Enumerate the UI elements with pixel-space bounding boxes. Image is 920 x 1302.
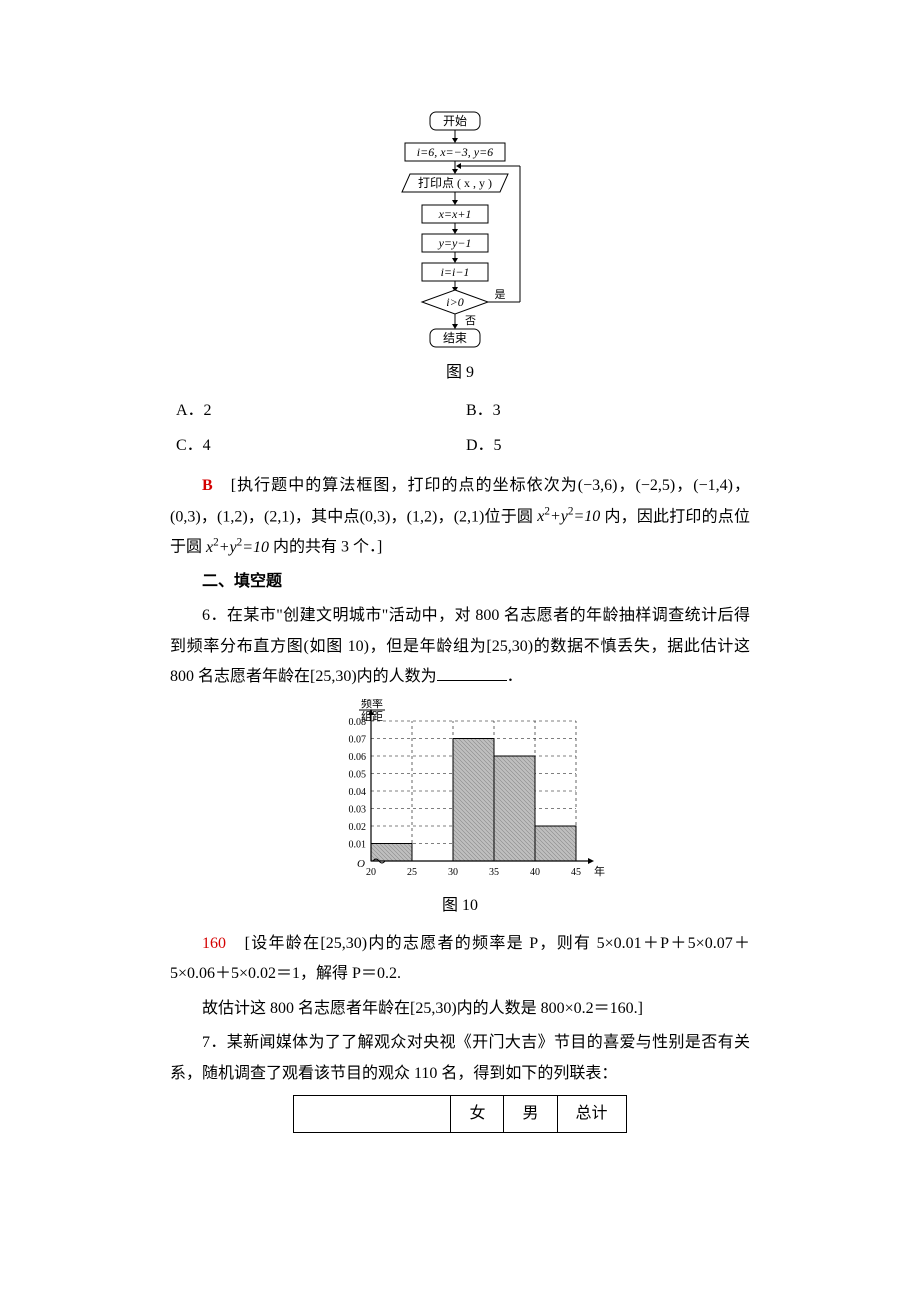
ct-head-total: 总计 — [557, 1095, 626, 1132]
option-c: C．4 — [170, 431, 460, 465]
flowchart-figure-9: 开始 i=6, x=−3, y=6 打印点 ( x , y ) x=x+1 y=… — [170, 110, 750, 354]
q7-text: 7．某新闻媒体为了了解观众对央视《开门大吉》节目的喜爱与性别是否有关系，随机调查… — [170, 1028, 750, 1089]
figure-10-caption: 图 10 — [170, 891, 750, 921]
ct-head-female: 女 — [451, 1095, 504, 1132]
flow-no: 否 — [465, 315, 476, 327]
q6-text: 6．在某市"创建文明城市"活动中，对 800 名志愿者的年龄抽样调查统计后得到频… — [170, 601, 750, 692]
contingency-table: 女 男 总计 — [293, 1095, 626, 1133]
svg-text:0.04: 0.04 — [349, 787, 367, 798]
svg-text:0.08: 0.08 — [349, 717, 367, 728]
q5-explain-tail: 内的共有 3 个．] — [269, 539, 382, 556]
option-b: B．3 — [460, 396, 750, 430]
svg-text:0.01: 0.01 — [349, 839, 367, 850]
svg-text:20: 20 — [366, 867, 376, 878]
svg-text:O: O — [357, 858, 365, 870]
svg-text:0.06: 0.06 — [349, 752, 367, 763]
histogram-svg: 频率组距0.010.020.030.040.050.060.070.08O202… — [315, 699, 605, 889]
section-2-title: 二、填空题 — [170, 567, 750, 597]
q5-answer-para: B [执行题中的算法框图，打印的点的坐标依次为(−3,6)，(−2,5)，(−1… — [170, 471, 750, 563]
flow-yes: 是 — [495, 288, 506, 301]
flow-print: 打印点 ( x , y ) — [418, 176, 492, 190]
flow-init: i=6, x=−3, y=6 — [417, 145, 493, 159]
option-a: A．2 — [170, 396, 460, 430]
svg-text:0.03: 0.03 — [349, 804, 367, 815]
flow-step-x: x=x+1 — [438, 207, 472, 221]
q6-answer-line2: 故估计这 800 名志愿者年龄在[25,30)内的人数是 800×0.2＝160… — [170, 994, 750, 1024]
table-row: 女 男 总计 — [294, 1095, 626, 1132]
q5-circle-eq-1: x2+y2=10 — [537, 508, 600, 525]
svg-text:年龄: 年龄 — [594, 864, 605, 878]
q5-circle-eq-2: x2+y2=10 — [206, 539, 269, 556]
histogram-figure-10: 频率组距0.010.020.030.040.050.060.070.08O202… — [170, 699, 750, 889]
q6-text-tail: ． — [507, 668, 523, 685]
q6-answer-value: 160 — [202, 935, 226, 952]
svg-text:25: 25 — [407, 867, 417, 878]
svg-text:0.02: 0.02 — [349, 822, 367, 833]
flow-start: 开始 — [443, 114, 467, 128]
q6-blank — [437, 664, 507, 681]
svg-text:35: 35 — [489, 867, 499, 878]
ct-head-empty — [294, 1095, 451, 1132]
svg-text:频率: 频率 — [361, 699, 383, 710]
flow-step-y: y=y−1 — [438, 236, 472, 250]
option-d: D．5 — [460, 431, 750, 465]
svg-text:0.05: 0.05 — [349, 769, 367, 780]
q6-answer-para: 160 [设年龄在[25,30)内的志愿者的频率是 P，则有 5×0.01＋P＋… — [170, 929, 750, 990]
q6-answer-line1: [设年龄在[25,30)内的志愿者的频率是 P，则有 5×0.01＋P＋5×0.… — [170, 935, 750, 982]
svg-text:45: 45 — [571, 867, 581, 878]
page: 开始 i=6, x=−3, y=6 打印点 ( x , y ) x=x+1 y=… — [0, 0, 920, 1302]
svg-text:40: 40 — [530, 867, 540, 878]
figure-9-caption: 图 9 — [170, 358, 750, 388]
flowchart-svg: 开始 i=6, x=−3, y=6 打印点 ( x , y ) x=x+1 y=… — [360, 110, 560, 354]
ct-head-male: 男 — [504, 1095, 557, 1132]
svg-text:30: 30 — [448, 867, 458, 878]
flow-step-i: i=i−1 — [441, 265, 470, 279]
q5-answer-key: B — [202, 477, 213, 494]
flow-end: 结束 — [443, 331, 467, 345]
flow-cond: i>0 — [446, 295, 463, 309]
q5-options: A．2 B．3 C．4 D．5 — [170, 396, 750, 465]
svg-text:0.07: 0.07 — [349, 734, 367, 745]
